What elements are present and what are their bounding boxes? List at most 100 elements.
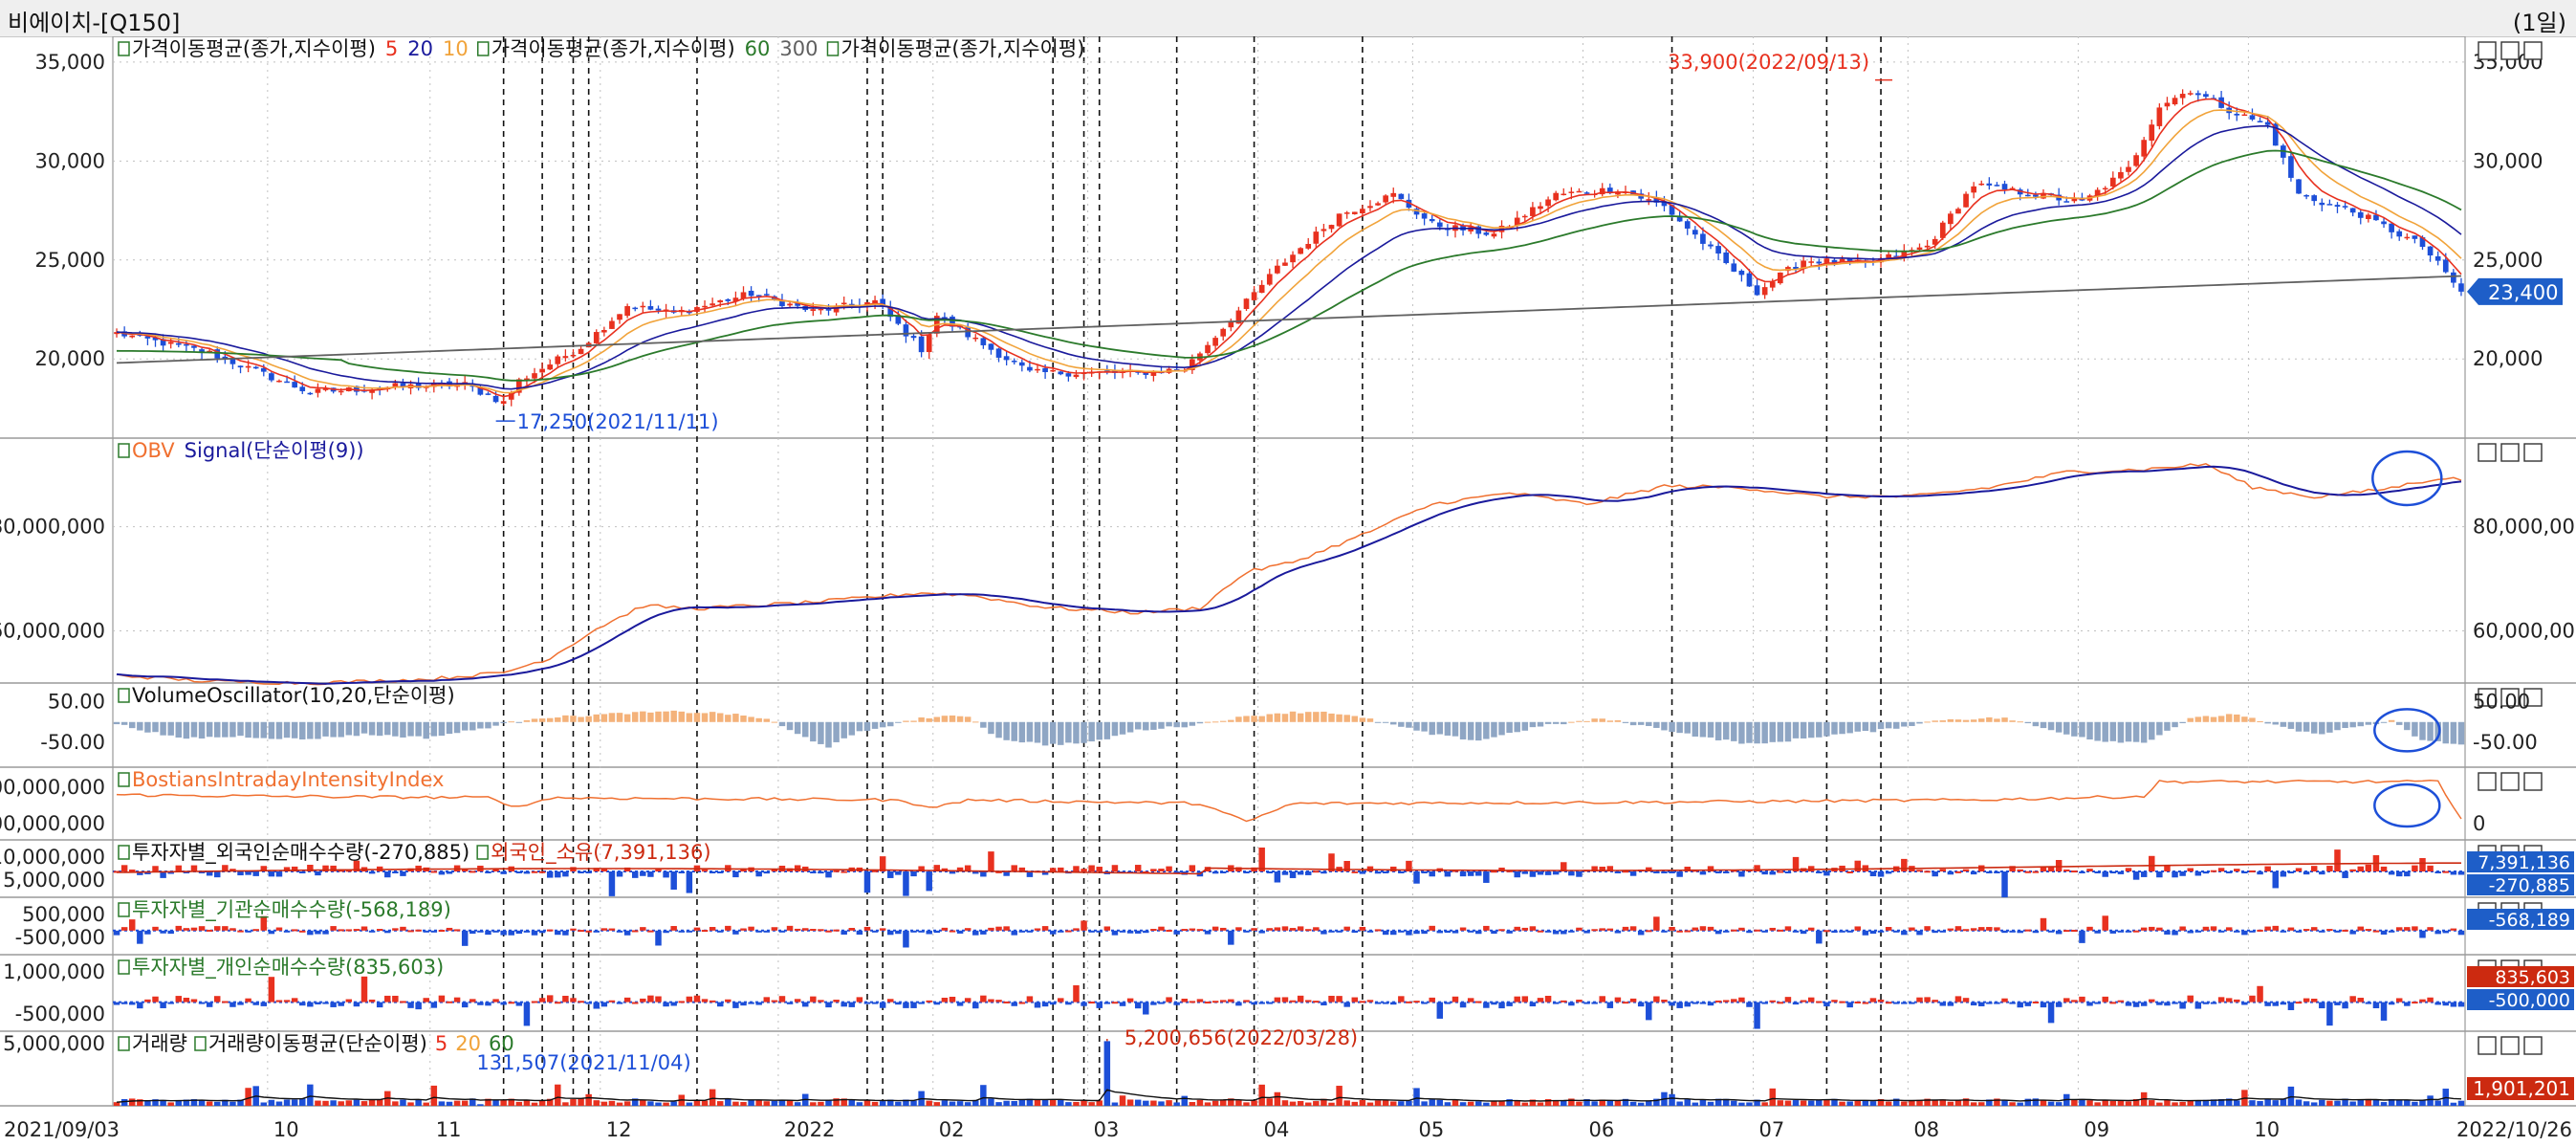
- individual-bar: [2319, 1002, 2325, 1009]
- foreign-bar: [1653, 871, 1660, 873]
- foreign-bar: [120, 865, 128, 871]
- institution-bar: [678, 930, 686, 933]
- institution-bar: [2001, 930, 2008, 934]
- vo-bar: [2194, 716, 2202, 722]
- volume-bar: [748, 1100, 754, 1106]
- candle-body: [1266, 274, 1273, 285]
- individual-bar: [1676, 1002, 1683, 1008]
- volume-bar: [1003, 1100, 1010, 1106]
- candle-body: [624, 306, 630, 317]
- institution-bar: [2342, 929, 2348, 932]
- foreign-bar: [2055, 860, 2063, 871]
- foreign-bar: [887, 871, 894, 878]
- candle-body: [1305, 244, 1312, 249]
- volume-bar: [1436, 1099, 1444, 1106]
- vo-bar: [910, 720, 917, 722]
- individual-bar: [120, 1002, 128, 1004]
- individual-bar: [2225, 998, 2233, 1003]
- vo-bar: [895, 721, 902, 723]
- institution-bar: [2319, 930, 2325, 933]
- foreign-bar: [1173, 871, 1180, 873]
- volume-bar: [1738, 1102, 1745, 1106]
- interval-label[interactable]: (1일): [2512, 10, 2566, 36]
- candle-body: [810, 309, 817, 311]
- vo-bar: [2234, 714, 2240, 722]
- foreign-bar: [964, 865, 971, 871]
- foreign-bar: [988, 851, 994, 871]
- vo-bar: [1506, 721, 1513, 734]
- candle-body: [485, 393, 491, 395]
- vo-bar: [229, 721, 236, 738]
- vo-bar: [1807, 721, 1815, 738]
- foreign-bar: [2319, 871, 2325, 875]
- individual-bar: [2442, 1002, 2450, 1006]
- institution-bar: [1328, 930, 1335, 933]
- volume-bar: [2450, 1102, 2457, 1106]
- individual-bar: [2388, 1002, 2395, 1005]
- vo-y-tick-right: 50.00: [2473, 690, 2530, 713]
- vo-bar: [1359, 717, 1366, 722]
- individual-bar: [1561, 1000, 1567, 1003]
- volume-bar: [415, 1099, 422, 1106]
- foreign-bar: [585, 871, 592, 873]
- volume-bar: [1978, 1102, 1985, 1106]
- candle-body: [1653, 197, 1660, 203]
- individual-bar: [1351, 997, 1359, 1003]
- candle-body: [593, 332, 600, 343]
- foreign-bar: [871, 870, 879, 872]
- institution-bar: [2210, 926, 2217, 931]
- institution-bar: [353, 929, 360, 932]
- institution-bar: [1731, 929, 1737, 932]
- individual-bar: [748, 1002, 754, 1004]
- foreign-bar: [1576, 871, 1583, 877]
- individual-bar: [1266, 1002, 1274, 1004]
- institution-bar: [1119, 930, 1126, 933]
- x-tick-label: 04: [1264, 1118, 1290, 1141]
- foreign-bar: [1313, 871, 1320, 873]
- vo-bar: [623, 714, 631, 722]
- volume-bar: [2164, 1100, 2171, 1106]
- volume-bar: [2380, 1102, 2388, 1106]
- volume-bar: [1041, 1099, 1049, 1106]
- candle-body: [1932, 238, 1938, 245]
- volume-bar: [1212, 1100, 1219, 1106]
- vo-bar: [1521, 721, 1529, 731]
- institution-bar: [949, 930, 956, 933]
- volume-bar: [1816, 1099, 1823, 1106]
- individual-bar: [2194, 1002, 2202, 1009]
- vo-bar: [1932, 720, 1938, 722]
- foreign-bar: [400, 871, 406, 876]
- vo-bar: [2450, 721, 2457, 744]
- individual-bar: [2295, 1002, 2303, 1004]
- volume-bar: [1722, 1098, 1730, 1106]
- institution-bar: [2217, 930, 2225, 933]
- vo-bar: [778, 721, 786, 727]
- individual-bar: [2404, 1002, 2411, 1006]
- candle-body: [167, 342, 174, 344]
- institution-bar: [2140, 927, 2148, 931]
- bii-y-tick-left: 00,000,000: [0, 812, 105, 835]
- foreign-bar: [268, 871, 275, 877]
- x-tick-label: 09: [2084, 1118, 2109, 1141]
- volume-bar: [585, 1093, 592, 1106]
- individual-bar: [1707, 1002, 1714, 1006]
- foreign-value-tag: [2467, 874, 2574, 895]
- institution-bar: [1901, 930, 1908, 936]
- candle-body: [1692, 230, 1698, 235]
- volume-bar: [1243, 1102, 1250, 1106]
- volume-bar: [2194, 1100, 2202, 1106]
- legend-toggle: [118, 902, 130, 917]
- individual-bar: [275, 1000, 283, 1003]
- institution-bar: [1561, 930, 1567, 935]
- individual-bar: [570, 998, 577, 1003]
- individual-bar: [1714, 1000, 1722, 1003]
- vo-bar: [1483, 721, 1490, 739]
- candle-body: [601, 329, 607, 333]
- individual-bar: [1629, 998, 1637, 1003]
- institution-bar: [1722, 930, 1730, 933]
- individual-bar: [1498, 1002, 1505, 1009]
- institution-bar: [2202, 926, 2210, 931]
- foreign-bar: [1444, 871, 1452, 877]
- vo-bar: [407, 721, 414, 737]
